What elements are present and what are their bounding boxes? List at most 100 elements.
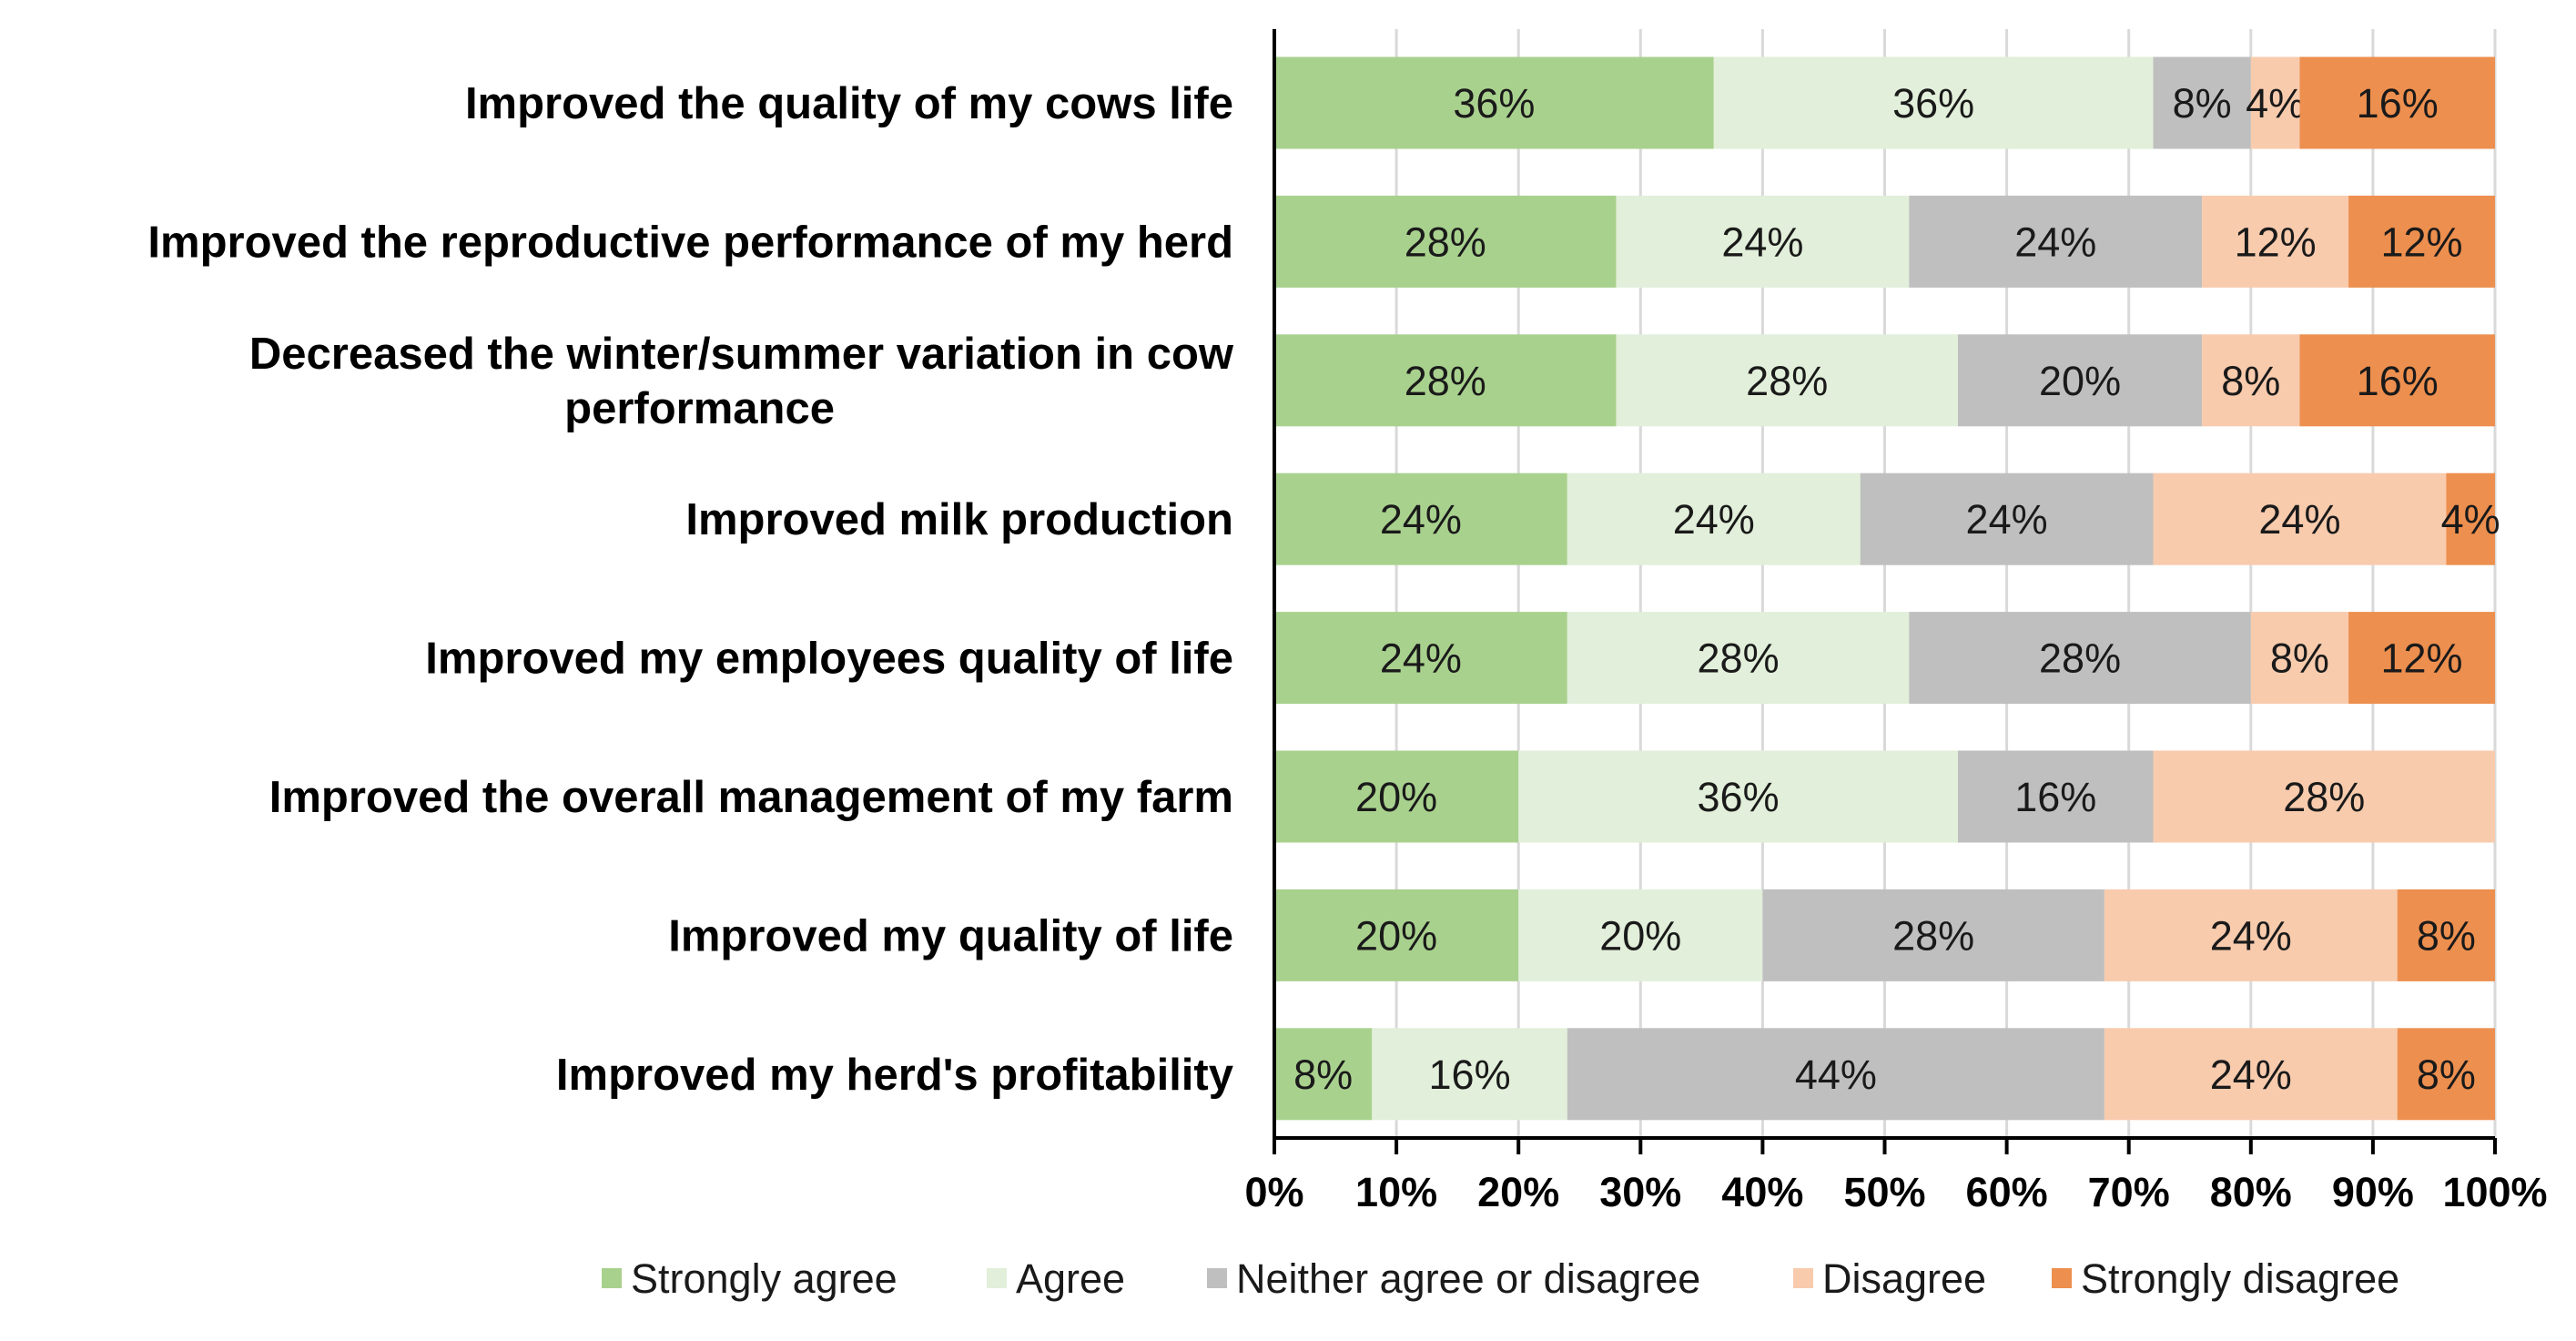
- x-tick-label: 50%: [1843, 1169, 1925, 1215]
- bar-segment: [2153, 750, 2495, 843]
- bar-segment: [2153, 472, 2447, 565]
- legend-label: Strongly agree: [631, 1255, 898, 1302]
- bar-segment: [2153, 56, 2251, 149]
- data-label: 12%: [2235, 218, 2317, 265]
- data-label: 28%: [1405, 358, 1486, 404]
- bar-segment: [2397, 889, 2495, 981]
- legend-swatch: [987, 1268, 1007, 1288]
- bar-segment: [1372, 1028, 1567, 1121]
- data-label: 24%: [2014, 218, 2096, 265]
- data-label: 20%: [1355, 912, 1437, 959]
- bar-segment: [1274, 612, 1567, 705]
- data-label: 8%: [1293, 1051, 1353, 1098]
- bar-segment: [1274, 750, 1519, 843]
- category-label-line: Improved the reproductive performance of…: [147, 218, 1233, 267]
- bar-segment: [1274, 56, 1714, 149]
- x-tick-label: 100%: [2442, 1169, 2547, 1215]
- bar-segment: [1713, 56, 2154, 149]
- data-label: 24%: [2210, 912, 2292, 959]
- category-label: Improved the overall management of my fa…: [269, 773, 1233, 822]
- data-label: 20%: [1355, 774, 1437, 820]
- x-tick-label: 20%: [1477, 1169, 1559, 1215]
- bar-segment: [1957, 334, 2203, 427]
- legend-label: Disagree: [1822, 1255, 1986, 1302]
- bar-segment: [2299, 56, 2495, 149]
- bar-segment: [1274, 472, 1567, 565]
- legend-swatch: [2052, 1268, 2072, 1288]
- bar-segment: [1274, 334, 1617, 427]
- bar-segment: [1274, 195, 1617, 288]
- data-label: 8%: [2417, 1051, 2476, 1098]
- bar-segment: [2250, 56, 2300, 149]
- data-label: 36%: [1892, 80, 1974, 127]
- legend: Strongly agree Agree Neither agree or disa…: [602, 1255, 2399, 1302]
- data-label: 28%: [1698, 635, 1780, 682]
- category-label-line: Improved milk production: [685, 495, 1233, 544]
- category-label-line: Improved my herd's profitability: [556, 1051, 1233, 1100]
- data-label: 28%: [1746, 358, 1828, 404]
- legend-label: Strongly disagree: [2081, 1255, 2399, 1302]
- bar-segment: [2348, 612, 2495, 705]
- legend-label: Neither agree or disagree: [1236, 1255, 1700, 1302]
- bar-segment: [2202, 195, 2349, 288]
- data-label: 24%: [1966, 496, 2048, 543]
- data-label: 24%: [1380, 635, 1462, 682]
- legend-swatch: [602, 1268, 622, 1288]
- data-label: 20%: [1599, 912, 1681, 959]
- bar-segment: [2104, 1028, 2398, 1121]
- data-label: 4%: [2441, 496, 2500, 543]
- data-label: 24%: [2210, 1051, 2292, 1098]
- legend-swatch: [1207, 1268, 1227, 1288]
- data-label: 36%: [1698, 774, 1780, 820]
- bar-segment: [1616, 195, 1910, 288]
- bar-segment: [1909, 612, 2251, 705]
- x-tick-label: 80%: [2210, 1169, 2292, 1215]
- bar-segment: [1616, 334, 1958, 427]
- data-label: 28%: [1892, 912, 1974, 959]
- data-label: 12%: [2381, 218, 2463, 265]
- data-label: 28%: [2039, 635, 2121, 682]
- bars: 36% 36% 8% 4% 16% 28% 24% 24% 12% 12% 28% 28% 20% 8% 1…: [1274, 56, 2500, 1121]
- category-labels: Improved the quality of my cows life Impr…: [147, 79, 1233, 1100]
- category-label: Decreased the winter/summer variation in…: [249, 330, 1234, 433]
- category-label: Improved the quality of my cows life: [465, 79, 1233, 128]
- bar-segment: [1567, 472, 1861, 565]
- category-label: Improved the reproductive performance of…: [147, 218, 1233, 267]
- bar-segment: [1274, 1028, 1373, 1121]
- bar-segment: [1274, 889, 1519, 981]
- data-label: 20%: [2039, 358, 2121, 404]
- bar-segment: [2348, 195, 2495, 288]
- x-tick-label: 60%: [1966, 1169, 2048, 1215]
- category-label-line: Improved the quality of my cows life: [465, 79, 1233, 128]
- data-label: 8%: [2221, 358, 2280, 404]
- bar-segment: [1567, 1028, 2104, 1121]
- data-label: 8%: [2173, 80, 2232, 127]
- bar-segment: [1518, 889, 1763, 981]
- category-label-line: Improved my employees quality of life: [425, 635, 1233, 684]
- data-label: 16%: [2357, 358, 2439, 404]
- category-label-line: Improved my quality of life: [668, 911, 1233, 960]
- data-label: 16%: [2357, 80, 2439, 127]
- category-label: Improved my employees quality of life: [425, 635, 1233, 684]
- bar-segment: [1860, 472, 2154, 565]
- data-label: 36%: [1453, 80, 1535, 127]
- data-label: 24%: [1673, 496, 1755, 543]
- data-label: 24%: [1380, 496, 1462, 543]
- bar-segment: [1567, 612, 1910, 705]
- bar-segment: [1909, 195, 2203, 288]
- bar-segment: [2104, 889, 2398, 981]
- legend-swatch: [1793, 1268, 1813, 1288]
- category-label-line: Decreased the winter/summer variation in…: [249, 330, 1234, 379]
- category-label: Improved milk production: [685, 495, 1233, 544]
- category-label-line: performance: [564, 384, 835, 433]
- data-label: 4%: [2246, 80, 2305, 127]
- bar-segment: [2446, 472, 2495, 565]
- axes: 0% 10% 20% 30% 40% 50% 60% 70% 80% 90% 100%: [1244, 29, 2548, 1215]
- x-tick-label: 30%: [1599, 1169, 1681, 1215]
- data-label: 24%: [1721, 218, 1803, 265]
- x-tick-label: 70%: [2088, 1169, 2170, 1215]
- x-tick-label: 10%: [1355, 1169, 1437, 1215]
- data-label: 8%: [2270, 635, 2329, 682]
- legend-label: Agree: [1016, 1255, 1125, 1302]
- x-tick-label: 0%: [1244, 1169, 1303, 1215]
